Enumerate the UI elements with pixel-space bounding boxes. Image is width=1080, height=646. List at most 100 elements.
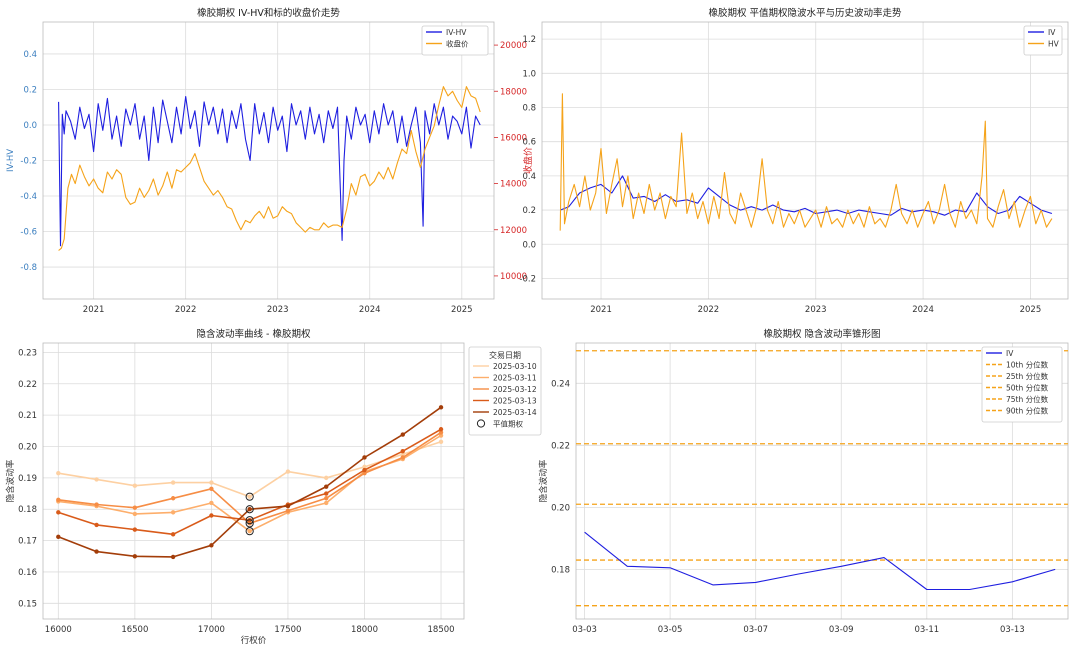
data-point [324, 496, 329, 501]
plot-frame [42, 342, 465, 620]
x-tick-label: 2023 [267, 305, 289, 315]
y-tick-label: 0.20 [18, 443, 37, 453]
series-line [58, 441, 442, 498]
y-tick-label: 0.6 [522, 138, 536, 148]
data-point [170, 554, 176, 560]
x-tick-label: 2021 [83, 305, 105, 315]
right-y-tick-label: 18000 [500, 87, 527, 97]
legend-label: 75th 分位数 [1006, 394, 1049, 404]
atm-marker [245, 492, 254, 501]
y-tick-label: 0.18 [18, 505, 37, 515]
legend-box [1023, 25, 1063, 56]
y-tick-label: 0.0 [522, 240, 536, 250]
data-point [56, 510, 61, 515]
series-line [584, 531, 1056, 591]
data-point [132, 483, 138, 488]
x-tick-label: 2021 [590, 305, 612, 315]
legend-label: IV [1006, 349, 1014, 358]
atm-marker [245, 505, 254, 514]
plot-frame [42, 21, 495, 300]
chart-p1: 橡胶期权 IV-HV和标的收盘价走势 2021 2022 2023 2024 2025 -0… [6, 7, 534, 315]
right-y-tick-label: 12000 [500, 226, 527, 236]
legend-label: 90th 分位数 [1006, 406, 1049, 416]
data-point [362, 464, 367, 470]
atm-marker [245, 519, 254, 528]
y-tick-label: 0.0 [23, 121, 37, 131]
y-tick-label: 0.20 [551, 503, 570, 513]
data-point [209, 513, 214, 518]
x-tick-label: 17500 [274, 625, 301, 635]
x-tick-label: 2024 [359, 305, 381, 315]
y-tick-label: 0.24 [551, 379, 570, 389]
x-tick-label: 03-05 [658, 625, 683, 635]
data-point [324, 491, 329, 496]
legend-label: IV-HV [446, 28, 467, 37]
legend-label: 10th 分位数 [1006, 360, 1049, 370]
data-point [94, 549, 99, 554]
legend-marker [476, 419, 486, 428]
data-point [170, 496, 176, 501]
y-axis-label: 隐含波动率 [538, 459, 549, 502]
data-point [170, 510, 176, 515]
y-tick-label: 0.22 [18, 380, 37, 390]
data-point [209, 500, 214, 506]
data-point [400, 449, 405, 454]
chart-p3: 隐含波动率曲线 - 橡胶期权 16000 16500 17000 17500 18000 1… [5, 328, 542, 646]
data-point [324, 484, 329, 489]
x-tick-label: 18500 [428, 625, 455, 635]
legend-label: 收盘价 [446, 39, 469, 49]
legend-label: IV [1048, 28, 1056, 37]
x-tick-label: 2024 [912, 305, 934, 315]
y-axis-label: IV-HV [6, 149, 16, 172]
y-tick-label: 0.4 [23, 50, 37, 60]
y-tick-label: -0.6 [20, 228, 37, 238]
legend-box [468, 346, 542, 436]
data-point [400, 452, 405, 457]
legend-title: 交易日期 [489, 350, 521, 360]
data-point [56, 534, 61, 540]
data-point [324, 475, 329, 481]
right-y-tick-label: 20000 [500, 41, 527, 51]
atm-marker [245, 527, 254, 536]
data-point [438, 427, 444, 432]
x-tick-label: 17000 [198, 625, 225, 635]
data-point [132, 505, 138, 510]
y-tick-label: 1.0 [522, 69, 536, 79]
data-point [438, 439, 444, 444]
x-tick-label: 2022 [175, 305, 197, 315]
data-point [247, 507, 252, 512]
legend-label: 平值期权 [493, 419, 523, 429]
chart-title: 橡胶期权 隐含波动率锥形图 [763, 328, 880, 340]
chart-title: 隐含波动率曲线 - 橡胶期权 [197, 328, 311, 340]
data-point [209, 543, 214, 548]
series-line [559, 175, 1053, 216]
chart-p4: 橡胶期权 隐含波动率锥形图 03-03 03-05 03-07 03-09 03-11 03… [538, 328, 1069, 635]
y-tick-label: 0.18 [551, 565, 570, 575]
series-line [58, 86, 481, 251]
data-point [438, 405, 444, 410]
y-tick-label: -0.2 [20, 157, 37, 167]
data-point [247, 494, 252, 499]
y-tick-label: 1.2 [522, 35, 536, 45]
data-point [324, 500, 329, 506]
y-tick-label: 0.4 [522, 172, 536, 182]
data-point [247, 528, 252, 534]
y-tick-label: 0.22 [551, 441, 570, 451]
chart-p2: 橡胶期权 平值期权隐波水平与历史波动率走势 2021 2022 2023 2024 202… [519, 7, 1069, 315]
x-tick-label: 03-07 [743, 625, 768, 635]
y-tick-label: 0.23 [18, 348, 37, 358]
data-point [285, 508, 291, 513]
x-tick-label: 03-09 [829, 625, 854, 635]
plot-frame [575, 342, 1069, 620]
y-tick-label: 0.16 [18, 568, 37, 578]
data-point [362, 455, 367, 460]
x-tick-label: 03-03 [572, 625, 597, 635]
legend-label: 2025-03-10 [493, 362, 537, 371]
legend-label: 25th 分位数 [1006, 371, 1049, 381]
y-tick-label: 0.15 [18, 599, 37, 609]
data-point [362, 470, 367, 476]
x-tick-label: 16500 [121, 625, 148, 635]
series-line [559, 93, 1053, 231]
y-tick-label: 0.21 [18, 411, 37, 421]
